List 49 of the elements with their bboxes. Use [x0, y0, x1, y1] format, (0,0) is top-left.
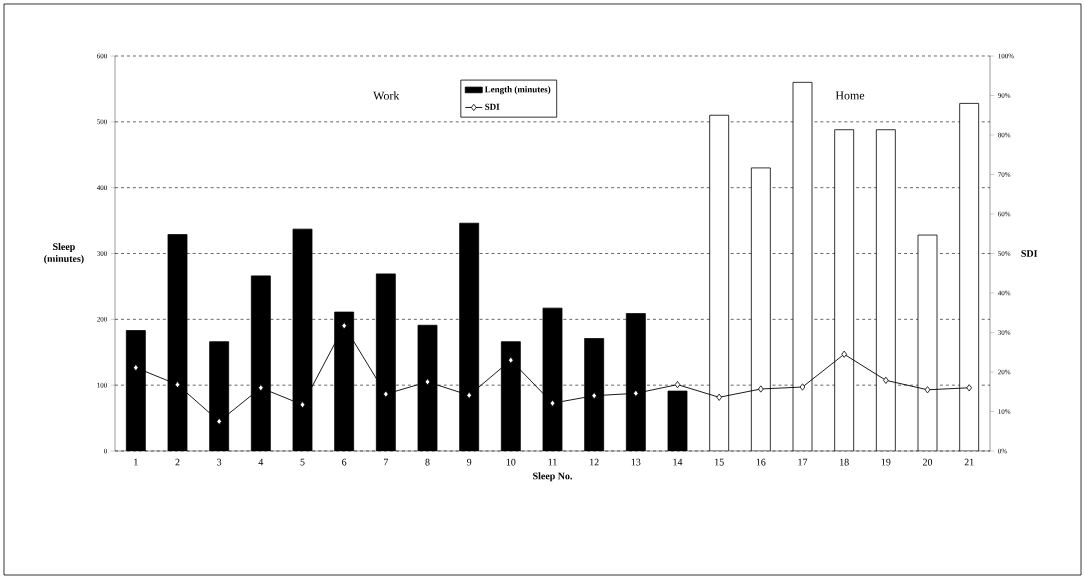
point: [883, 376, 889, 384]
point: [216, 417, 222, 425]
x-tick-label: 16: [756, 458, 766, 466]
x-tick-label: 1: [134, 458, 138, 466]
point: [466, 391, 472, 399]
point: [716, 393, 722, 401]
annotation: Work: [373, 91, 400, 100]
point: [758, 385, 764, 393]
x-tick-label: 2: [175, 458, 180, 466]
x-tick-label: 17: [798, 458, 808, 466]
point: [174, 381, 181, 389]
x-tick-label: 7: [384, 458, 389, 466]
y2-axis-title: SDI: [1021, 250, 1038, 257]
point: [383, 390, 389, 398]
point: [508, 356, 514, 364]
point: [591, 392, 597, 400]
x-tick-label: 19: [881, 458, 891, 466]
x-tick-label: 3: [217, 458, 222, 466]
x-tick-label: 6: [342, 458, 347, 466]
point: [633, 389, 639, 397]
point: [674, 381, 681, 389]
x-tick-label: 15: [715, 458, 724, 466]
x-tick-label: 8: [425, 458, 430, 466]
x-tick-label: 4: [258, 458, 264, 466]
x-tick-label: 14: [673, 458, 683, 466]
point: [841, 350, 847, 358]
x-tick-label: 11: [548, 458, 557, 466]
annotation: Home: [835, 91, 865, 100]
point: [549, 399, 556, 407]
point: [133, 364, 139, 372]
point: [341, 322, 347, 330]
point: [924, 386, 931, 394]
x-axis-title: Sleep No.: [533, 472, 572, 482]
point: [424, 378, 431, 386]
y-axis-title: Sleep (minutes): [44, 242, 84, 264]
legend-label: Length (minutes): [484, 86, 551, 95]
point: [966, 384, 972, 392]
x-tick-label: 9: [467, 458, 472, 466]
x-tick-label: 13: [631, 458, 641, 466]
point: [258, 384, 264, 392]
x-tick-label: 21: [964, 458, 974, 466]
x-tick-label: 12: [590, 458, 599, 466]
point: [799, 383, 806, 391]
point: [299, 401, 306, 409]
x-tick-label: 20: [922, 458, 933, 466]
x-tick-label: 18: [840, 458, 849, 466]
x-tick-label: 5: [300, 458, 305, 466]
x-tick-label: 10: [506, 458, 516, 466]
legend-label: SDI: [485, 103, 500, 110]
